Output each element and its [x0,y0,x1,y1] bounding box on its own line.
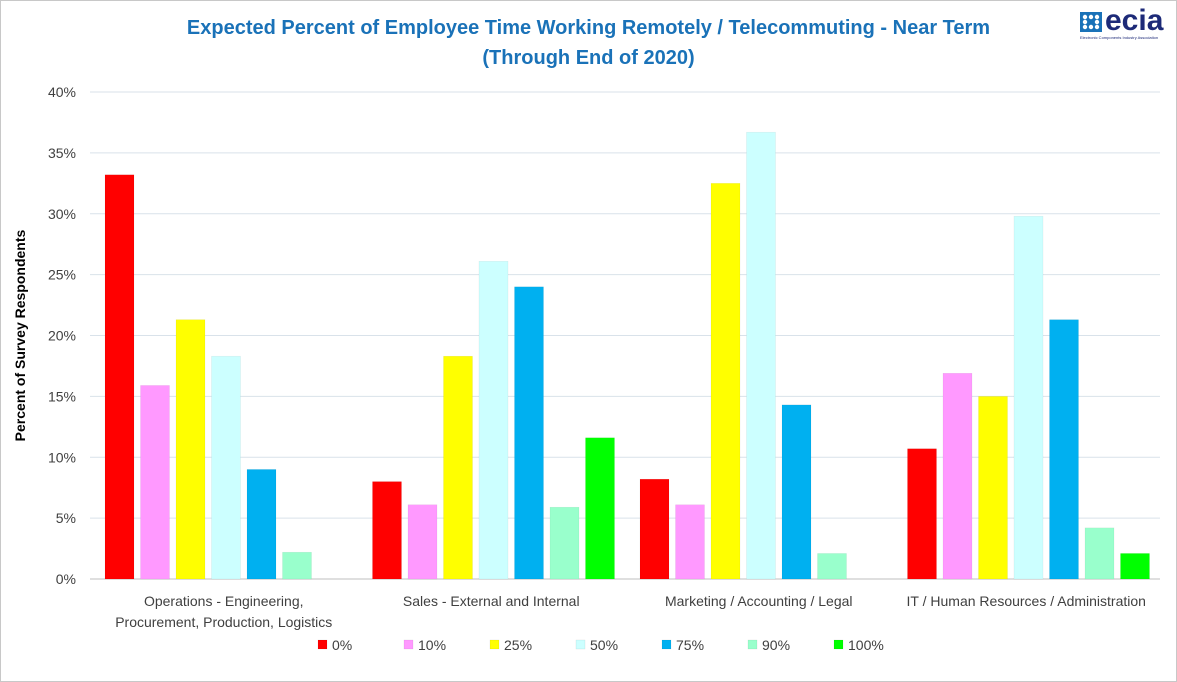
legend-label: 0% [332,637,352,653]
legend-swatch [661,639,672,650]
bar-75pct-cat3 [1049,319,1079,580]
legend-swatch [489,639,500,650]
y-tick-label: 35% [48,145,76,161]
y-tick-label: 15% [48,388,76,404]
bar-90pct-cat3 [1084,527,1115,580]
bar-25pct-cat0 [175,319,206,580]
bar-90pct-cat2 [817,553,847,580]
y-tick-label: 20% [48,328,76,344]
legend-label: 90% [762,637,790,653]
bar-100pct-cat1 [585,437,615,580]
legend-swatch [833,639,844,650]
bar-25pct-cat2 [710,183,741,580]
legend-label: 100% [848,637,884,653]
bar-0pct-cat2 [639,478,670,580]
legend-swatch [747,639,758,650]
ecia-logo-word: ecia [1105,4,1164,37]
y-tick-label: 25% [48,267,76,283]
legend-swatch [575,639,586,650]
legend-label: 25% [504,637,532,653]
y-tick-label: 5% [56,510,76,526]
bar-50pct-cat3 [1013,215,1044,580]
bar-10pct-cat1 [407,504,438,580]
legend-label: 10% [418,637,446,653]
bar-25pct-cat1 [443,355,473,580]
legend-label: 75% [676,637,704,653]
legend-swatch [317,639,328,650]
y-axis-title: Percent of Survey Respondents [12,229,28,441]
x-category-label: Marketing / Accounting / Legal [665,593,853,609]
y-tick-label: 10% [48,449,76,465]
y-tick-label: 30% [48,206,76,222]
bar-75pct-cat1 [514,286,544,580]
x-category-label: Procurement, Production, Logistics [115,614,332,630]
x-category-label: Sales - External and Internal [403,593,580,609]
bar-10pct-cat0 [140,385,170,580]
bar-90pct-cat1 [549,506,580,580]
bar-0pct-cat3 [907,448,937,580]
ecia-logo-tagline: Electronic Components Industry Associati… [1080,35,1159,40]
chart-title: Expected Percent of Employee Time Workin… [186,17,991,39]
legend-label: 50% [590,637,618,653]
ecia-logo: ecia Electronic Components Industry Asso… [1080,4,1166,44]
bar-50pct-cat0 [211,355,241,580]
y-tick-label: 40% [48,84,76,100]
x-category-label: IT / Human Resources / Administration [907,593,1146,609]
bar-0pct-cat1 [372,481,402,580]
bar-10pct-cat3 [942,372,973,580]
bar-50pct-cat1 [478,260,509,580]
bar-90pct-cat0 [282,551,312,580]
x-category-label: Operations - Engineering, [144,593,304,609]
bar-75pct-cat2 [781,404,812,580]
bar-75pct-cat0 [246,469,277,580]
y-tick-label: 0% [56,571,76,587]
bar-0pct-cat0 [104,174,135,580]
bar-25pct-cat3 [978,396,1008,580]
legend-swatch [403,639,414,650]
bar-10pct-cat2 [675,504,705,580]
bar-100pct-cat3 [1120,553,1150,580]
bar-50pct-cat2 [746,131,776,580]
ecia-logo-mark [1080,12,1102,32]
chart-subtitle: (Through End of 2020) [482,47,695,69]
